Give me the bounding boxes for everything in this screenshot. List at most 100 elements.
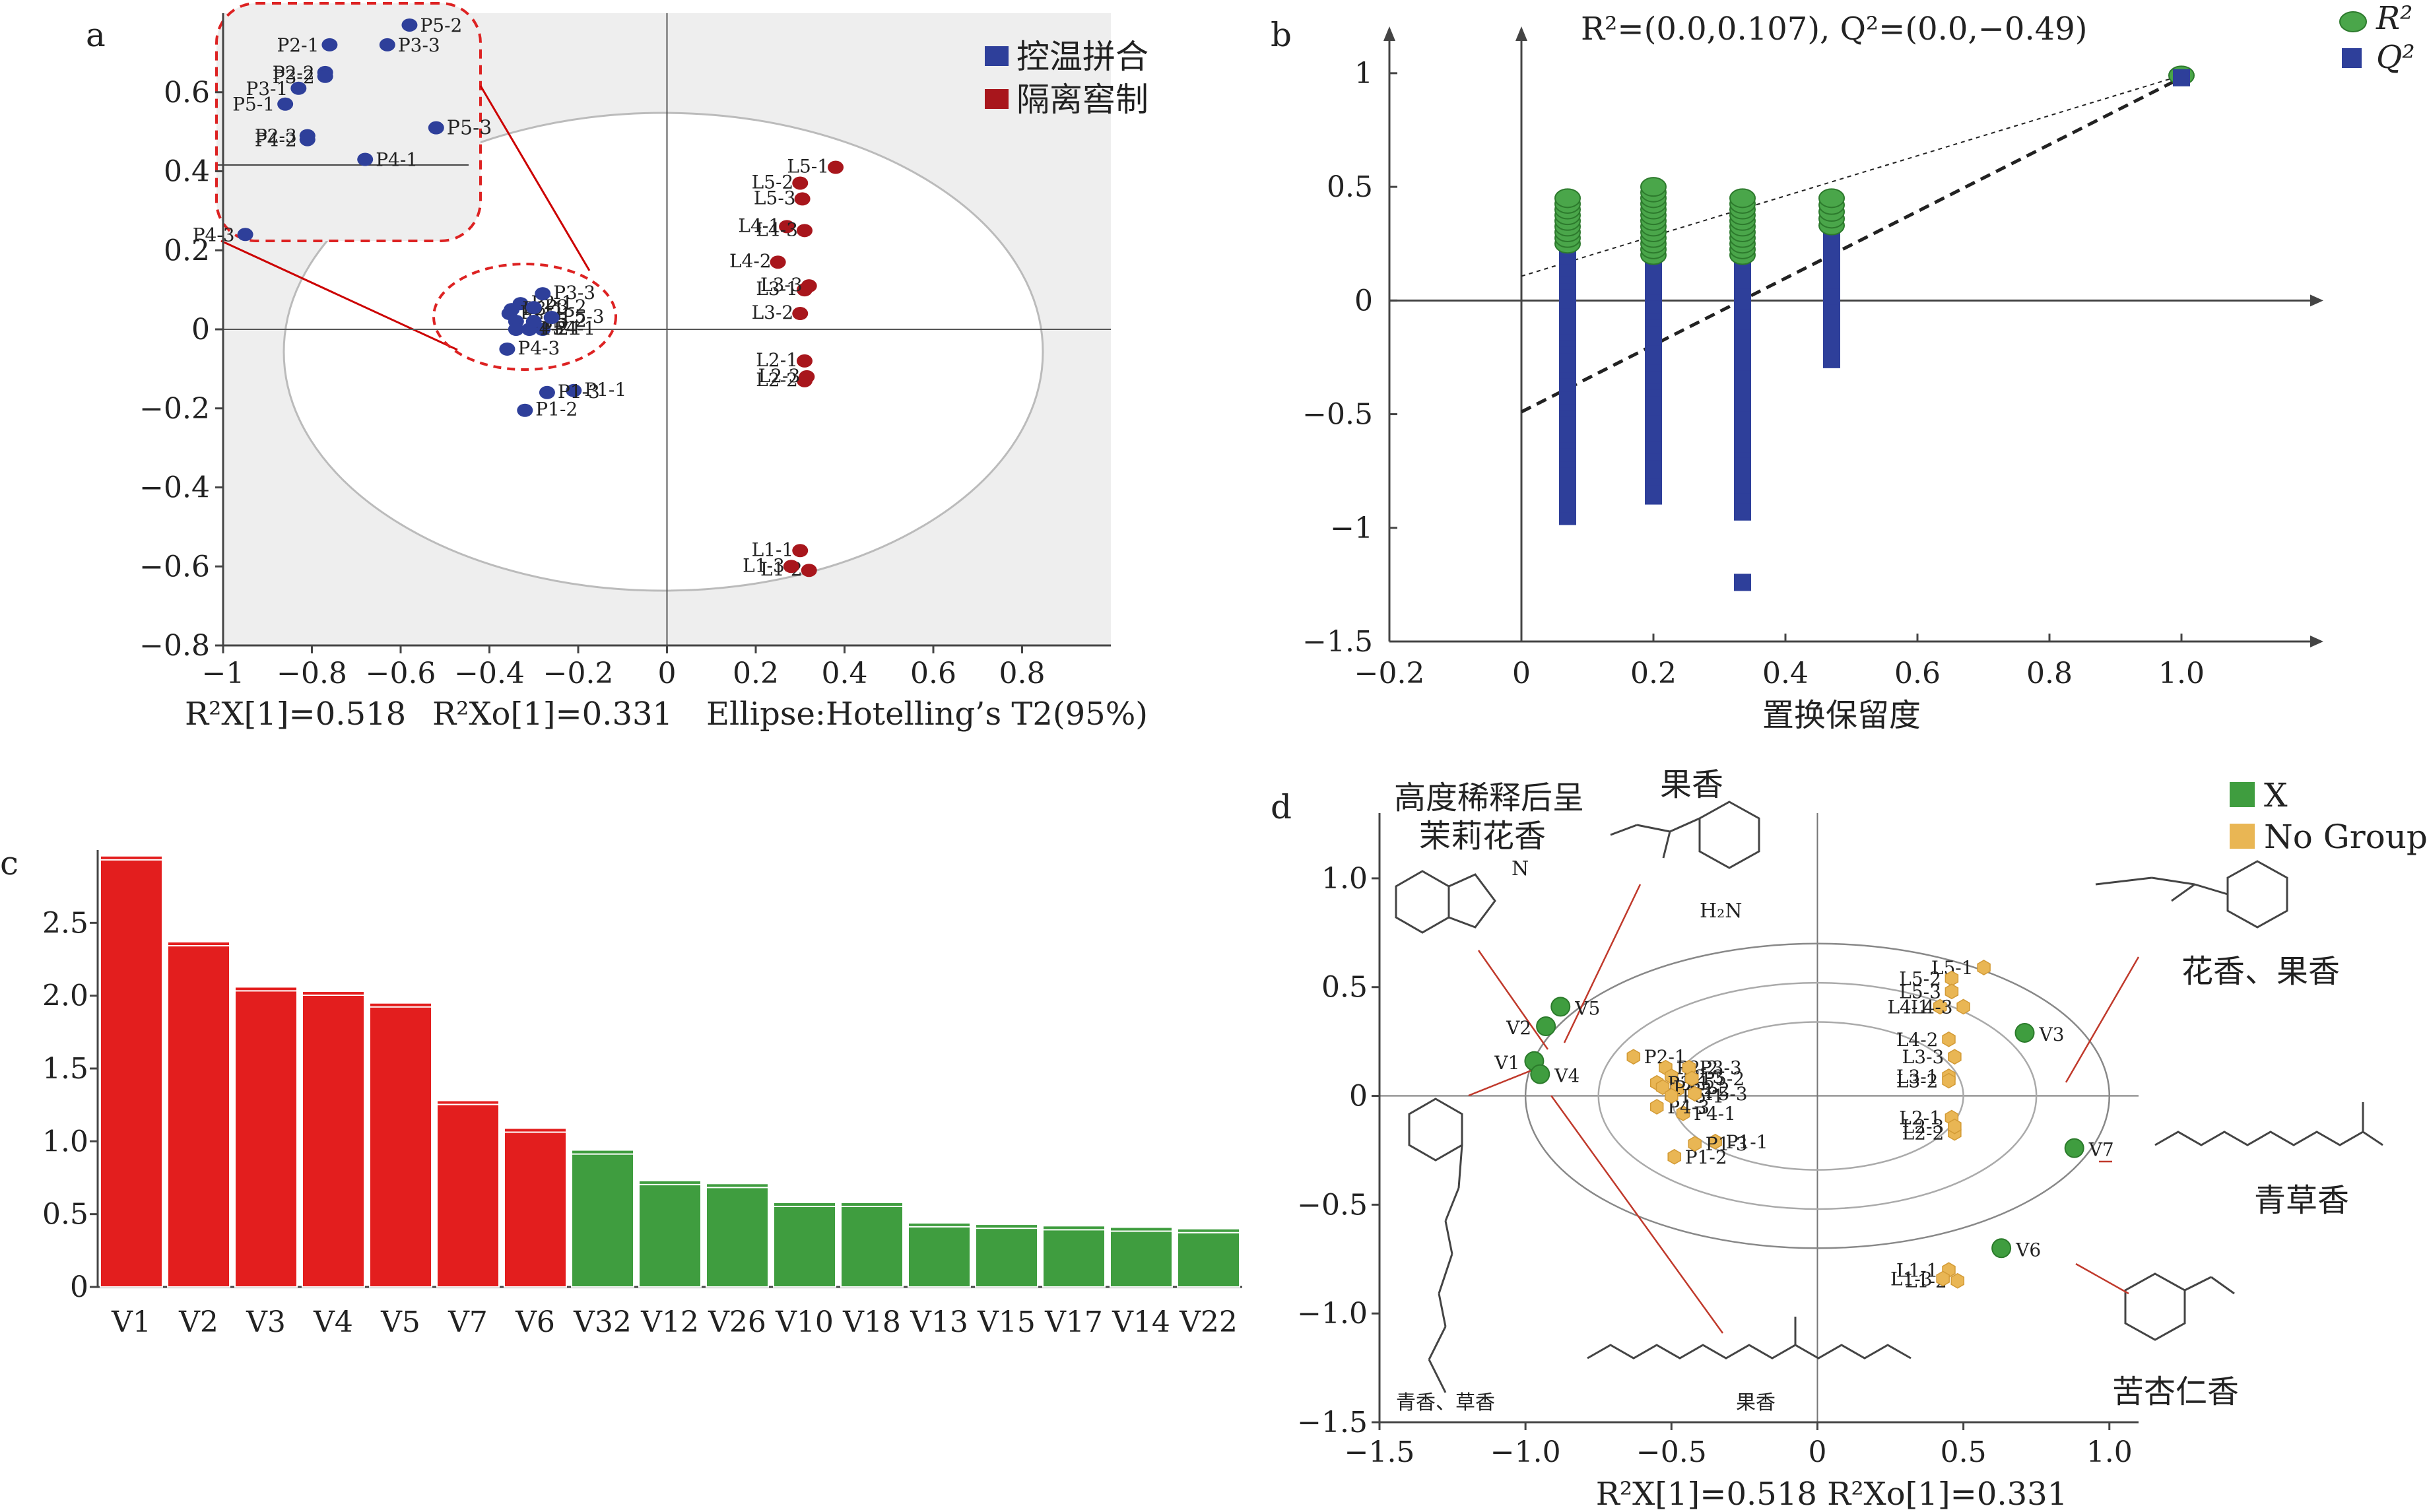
legend-r2-label: R² — [2376, 0, 2412, 37]
q2-point — [1734, 503, 1751, 521]
panel-c-y-tick: 2.5 — [42, 906, 88, 940]
r2-point — [1640, 177, 1667, 197]
panel-c-bar — [167, 941, 230, 1288]
panel-a-inset-label: P4-2 — [255, 129, 297, 151]
panel-a-x-tick: −1 — [202, 657, 245, 690]
panel-a-x-tick: −0.8 — [277, 657, 347, 690]
panel-d-x-point — [2014, 1022, 2035, 1043]
panel-a-points: P1-1P1-2P1-3P2-1P2-2P2-3P3-1P3-2P3-3P4-1… — [193, 15, 844, 580]
panel-d-y-tick: −0.5 — [1297, 1188, 1368, 1222]
panel-a-inset-label: P2-3 — [255, 125, 297, 147]
panel-a-x-tick: −0.6 — [366, 657, 436, 690]
panel-a: a −1 −0.8 −0.6 −0.4 −0.2 0 0.2 0.4 0.6 0.8−0.8−0.… — [86, 2, 1148, 733]
panel-c-bar — [234, 986, 298, 1288]
panel-d-nogroup-label: P5-2 — [1702, 1068, 1745, 1090]
panel-a-point-label: P4-3 — [517, 337, 560, 359]
panel-d-nogroup-label: L2-2 — [1902, 1123, 1945, 1144]
panel-a-inset-label: P3-3 — [398, 34, 440, 56]
panel-a-point — [517, 403, 533, 417]
panel-a-point — [543, 311, 560, 325]
panel-a-inset-point — [237, 228, 253, 242]
panel-a-inset-label: P4-1 — [376, 149, 418, 171]
panel-a-inset-point — [317, 69, 333, 83]
panel-a-point-label: L3-1 — [756, 278, 798, 300]
annotation-v4: 果香 — [1736, 1391, 1776, 1414]
panel-d-y-tick: 0.5 — [1321, 971, 1368, 1004]
panel-a-point-label: L1-1 — [752, 539, 794, 560]
molecule-benzoate-top — [2095, 860, 2288, 929]
panel-d-nogroup-point — [1626, 1049, 1641, 1065]
panel-a-x-tick: 0.2 — [733, 657, 779, 690]
legend-swatch-red — [985, 89, 1009, 109]
panel-c-bar — [302, 991, 365, 1288]
panel-d-y-tick: −1.0 — [1297, 1297, 1368, 1331]
panel-a-inset-label: P5-1 — [232, 94, 275, 115]
panel-d-nogroup-label: L5-3 — [1899, 981, 1941, 1003]
zoom-line-top — [479, 85, 591, 271]
panel-b-y-tick: 1 — [1354, 57, 1373, 90]
panel-c-label: c — [0, 844, 18, 882]
panel-d-nogroup-point — [1956, 999, 1970, 1015]
panel-c-y-tick: 2.0 — [42, 979, 88, 1013]
panel-a-label: a — [86, 16, 106, 54]
legend-nogroup-swatch — [2230, 824, 2255, 849]
panel-a-point-label: P1-1 — [584, 379, 626, 401]
q2-point — [1823, 350, 1840, 368]
panel-d-nogroup-point — [1933, 999, 1947, 1015]
annotation-v5-line1: 高度稀释后呈 — [1394, 779, 1584, 816]
panel-a-inset-point — [299, 129, 316, 143]
zoom-line-bottom — [220, 240, 458, 351]
panel-c-bar — [706, 1183, 769, 1288]
panel-c-bar — [436, 1100, 500, 1288]
panel-d-x-label: V1 — [1494, 1052, 1519, 1074]
panel-a-point — [794, 192, 811, 206]
q2-point — [1823, 287, 1840, 305]
ellipse-label: Ellipse:Hotelling’s T2(95%) — [706, 696, 1148, 733]
panel-a-y-tick: 0 — [191, 313, 210, 346]
panel-c-category-label: V12 — [640, 1305, 699, 1339]
panel-b-x-tick: 0.8 — [2026, 657, 2073, 690]
panel-d-x-point — [1536, 1016, 1556, 1037]
panel-a-point — [525, 315, 542, 329]
panel-a-x-tick: 0.4 — [822, 657, 868, 690]
indole-n-label: N — [1512, 857, 1529, 880]
q2-point — [1559, 469, 1576, 486]
panel-d-nogroup-point — [1684, 1070, 1699, 1087]
panel-a-point-label: L3-2 — [752, 302, 794, 323]
panel-a-x-tick: 0.8 — [999, 657, 1046, 690]
cluster-ellipse — [432, 263, 617, 371]
panel-d-nogroup-point — [1665, 1068, 1679, 1084]
molecule-hexenyl-acetate — [2154, 1102, 2383, 1146]
panel-a-point — [828, 160, 844, 174]
panel-a-point-label: L2-2 — [756, 369, 798, 391]
panel-a-inset-label: P2-1 — [277, 34, 319, 56]
panel-a-inset-point — [321, 38, 338, 51]
q2-point — [1734, 574, 1751, 591]
panel-a-inset-label: P3-1 — [246, 78, 288, 100]
panel-d-ring — [1524, 942, 2111, 1249]
panel-a-y-tick: 0.4 — [164, 155, 210, 189]
panel-c-bar — [638, 1179, 702, 1288]
panel-b-x-tick: 1.0 — [2158, 657, 2205, 690]
legend-x-swatch — [2230, 782, 2255, 807]
legend-swatch-blue — [985, 46, 1009, 66]
panel-c-y-tick: 0.5 — [42, 1198, 88, 1232]
molecule-anthranilate — [1610, 801, 1760, 869]
panel-b: b R²=(0.0,0.107), Q²=(0.0,−0.49) −0.2 0 0.… — [1271, 0, 2415, 734]
panel-c-category-label: V22 — [1179, 1305, 1238, 1339]
panel-a-point-label: L4-3 — [756, 218, 798, 240]
panel-d-nogroup-label: P1-3 — [1706, 1133, 1748, 1155]
panel-d-nogroup-label: L2-3 — [1902, 1116, 1945, 1138]
panel-a-inset-point — [401, 18, 418, 32]
panel-c-y-tick: 1.0 — [42, 1125, 88, 1158]
panel-a-point — [792, 544, 809, 558]
panel-d-nogroup-point — [1950, 1272, 1965, 1289]
panel-d-nogroup-point — [1688, 1136, 1702, 1152]
legend-r2-marker — [2339, 11, 2367, 32]
panel-a-y-tick: 0.2 — [164, 234, 210, 267]
panel-d-nogroup-point — [1945, 970, 1959, 987]
annotation-v2: 果香 — [1660, 766, 1723, 803]
panel-c-y-tick: 0 — [70, 1270, 88, 1304]
panel-d-nogroup-label: P1-1 — [1726, 1131, 1768, 1153]
panel-d-nogroup-label: L3-2 — [1896, 1070, 1939, 1092]
